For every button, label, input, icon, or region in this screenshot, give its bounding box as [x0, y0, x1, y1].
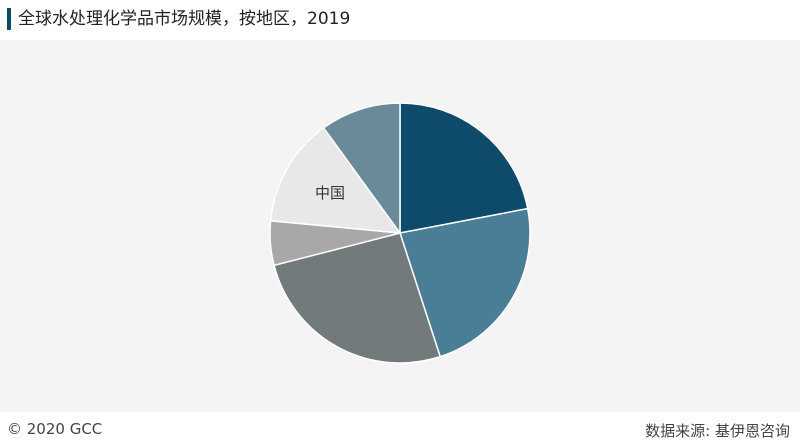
pie-slice-2 — [399, 207, 531, 358]
pie-slice-6 — [322, 102, 401, 236]
title-accent-bar — [7, 8, 11, 30]
pie-slice-1 — [399, 102, 529, 234]
header-bar: 全球水处理化学品市场规模，按地区，2019 — [0, 0, 800, 40]
source-text: 数据来源: 基伊恩咨询 — [645, 422, 790, 440]
pie-slice-3 — [273, 232, 442, 364]
chart-title: 全球水处理化学品市场规模，按地区，2019 — [18, 9, 351, 29]
pie-slice-5 — [269, 126, 402, 234]
pie-chart: 中国 — [269, 102, 531, 364]
slice-label-5: 中国 — [315, 184, 345, 202]
chart-area: 中国 — [0, 40, 800, 412]
footer-bar: © 2020 GCC 数据来源: 基伊恩咨询 — [0, 412, 800, 448]
copyright-text: © 2020 GCC — [7, 420, 103, 438]
